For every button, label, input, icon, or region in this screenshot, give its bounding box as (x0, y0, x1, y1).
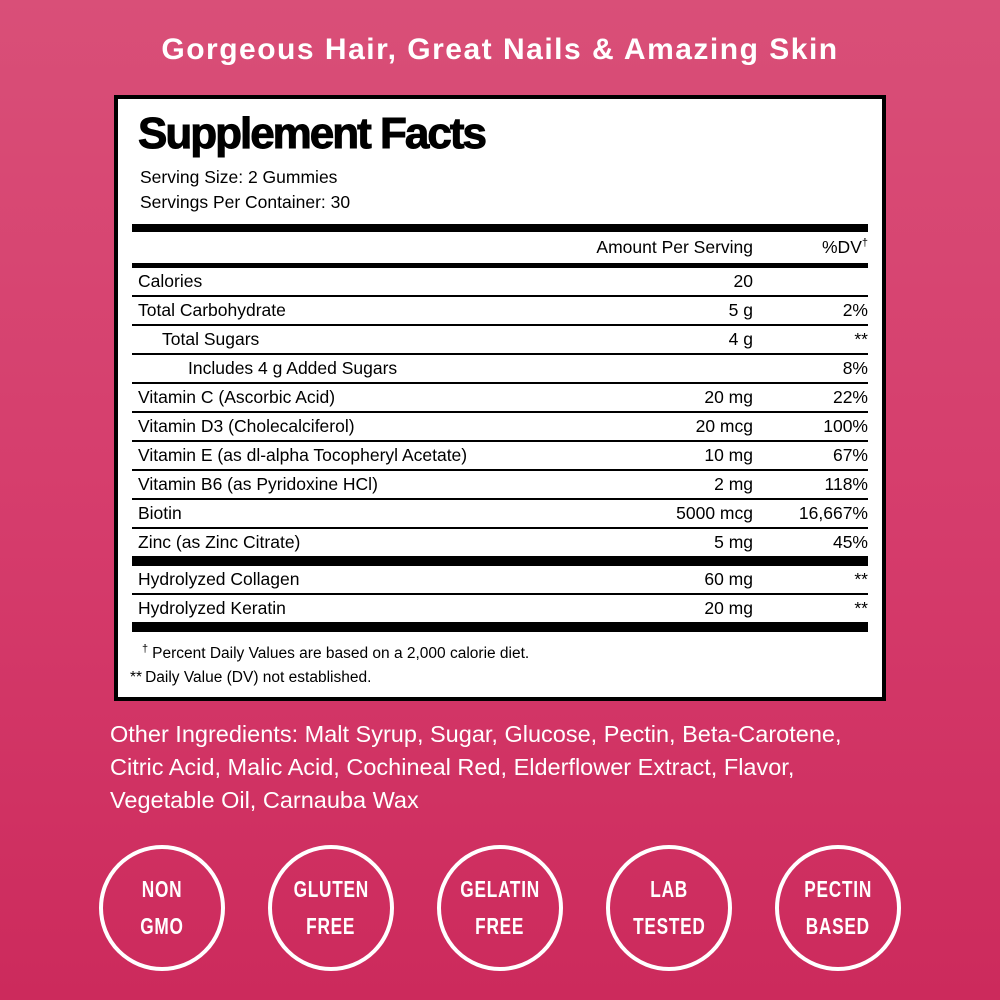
row-added-sugars: Includes 4 g Added Sugars 8% (132, 353, 868, 382)
row-vitamin-d3: Vitamin D3 (Cholecalciferol) 20 mcg 100% (132, 411, 868, 440)
row-vitamin-e: Vitamin E (as dl-alpha Tocopheryl Acetat… (132, 440, 868, 469)
footnote-asterisk-mark: ** (130, 669, 143, 687)
row-hydrolyzed-keratin: Hydrolyzed Keratin 20 mg ** (132, 593, 868, 622)
badge-gelatin-free: GELATIN FREE (437, 845, 563, 971)
servings-per-container: Servings Per Container: 30 (140, 192, 351, 212)
badge-non-gmo: NON GMO (99, 845, 225, 971)
other-ingredients: Other Ingredients: Malt Syrup, Sugar, Gl… (110, 718, 950, 817)
row-vitamin-c: Vitamin C (Ascorbic Acid) 20 mg 22% (132, 382, 868, 411)
other-ingredients-line: Vegetable Oil, Carnauba Wax (110, 787, 419, 813)
row-total-carbohydrate: Total Carbohydrate 5 g 2% (132, 295, 868, 324)
row-vitamin-b6: Vitamin B6 (as Pyridoxine HCl) 2 mg 118% (132, 469, 868, 498)
divider-thick-bottom (132, 622, 868, 632)
nutrient-rows: Calories 20 Total Carbohydrate 5 g 2% To… (132, 268, 868, 556)
divider-thick-top (132, 224, 868, 232)
dagger-mark: † (861, 237, 868, 250)
badge-pectin-based: PECTIN BASED (775, 845, 901, 971)
supplement-facts-panel: Supplement Facts Serving Size: 2 Gummies… (114, 95, 886, 701)
table-header-row: Amount Per Serving %DV† (132, 232, 868, 263)
row-biotin: Biotin 5000 mcg 16,667% (132, 498, 868, 527)
badge-gluten-free: GLUTEN FREE (268, 845, 394, 971)
row-calories: Calories 20 (138, 271, 753, 291)
feature-badges: NON GMO GLUTEN FREE GELATIN FREE LAB TES… (0, 845, 1000, 971)
other-ingredients-line: Citric Acid, Malic Acid, Cochineal Red, … (110, 754, 795, 780)
divider-thick-middle (132, 556, 868, 566)
badge-lab-tested: LAB TESTED (606, 845, 732, 971)
serving-size: Serving Size: 2 Gummies (140, 167, 338, 187)
row-zinc: Zinc (as Zinc Citrate) 5 mg 45% (132, 527, 868, 556)
footnotes: † Percent Daily Values are based on a 2,0… (130, 637, 868, 690)
footnote-dagger-mark: † (142, 643, 149, 655)
footnote-daily-values: † Percent Daily Values are based on a 2,0… (142, 643, 530, 663)
hero-title: Gorgeous Hair, Great Nails & Amazing Ski… (161, 33, 839, 66)
other-ingredients-line: Other Ingredients: Malt Syrup, Sugar, Gl… (110, 721, 842, 747)
row-total-sugars: Total Sugars 4 g ** (132, 324, 868, 353)
column-header-dv: %DV† (753, 237, 868, 258)
blend-rows: Hydrolyzed Collagen 60 mg ** Hydrolyzed … (132, 566, 868, 622)
supplement-facts-title: Supplement Facts (138, 109, 488, 158)
column-header-amount: Amount Per Serving (596, 237, 753, 257)
footnote-dv-not-established: ** Daily Value (DV) not established. (130, 669, 372, 687)
dv-label: %DV (822, 237, 862, 257)
row-hydrolyzed-collagen: Hydrolyzed Collagen 60 mg ** (138, 569, 868, 589)
divider-under-header (132, 263, 868, 268)
serving-info: Serving Size: 2 Gummies Servings Per Con… (140, 165, 868, 215)
